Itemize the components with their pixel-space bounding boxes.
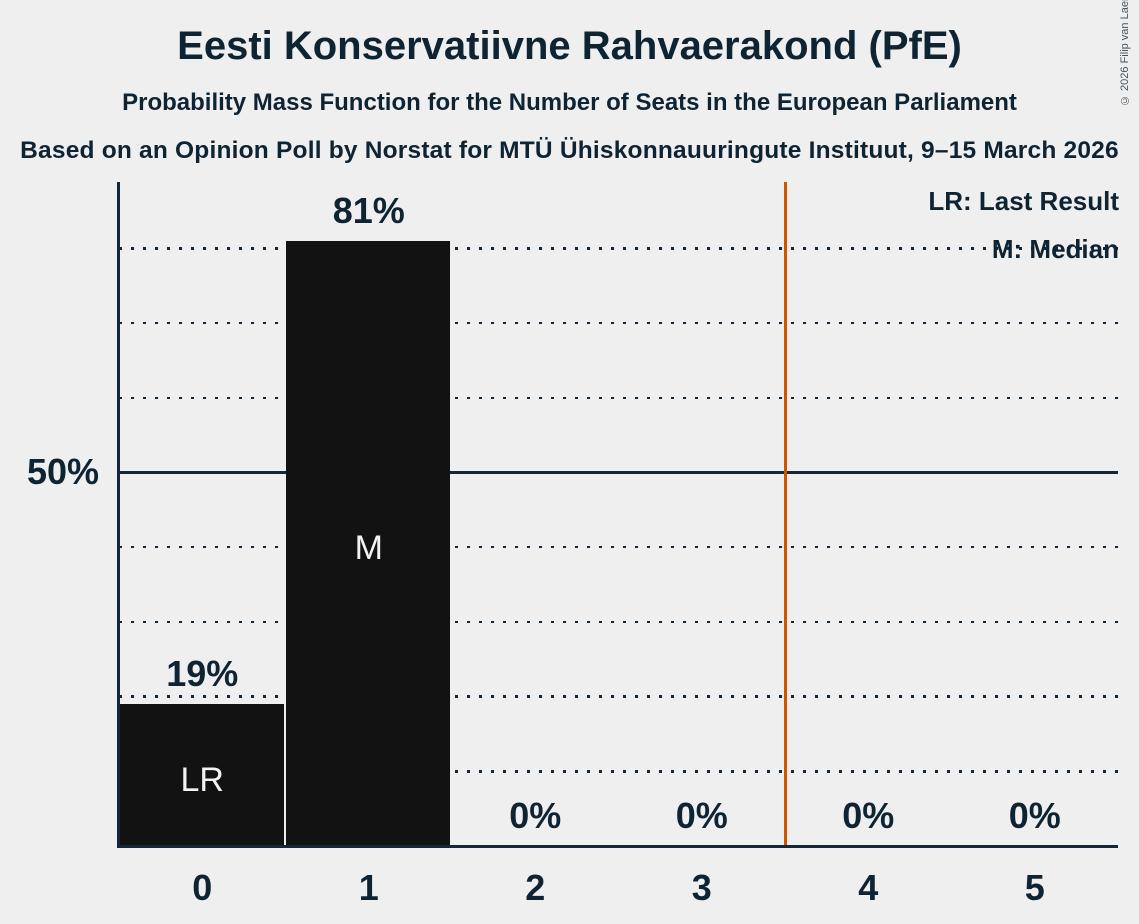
x-axis-tick-label-0: 0 bbox=[192, 867, 213, 908]
gridline-20-percent bbox=[119, 695, 1118, 698]
gridline-80-percent bbox=[119, 247, 1118, 250]
x-axis-tick-label-2: 2 bbox=[525, 867, 546, 908]
gridline-50-percent bbox=[119, 471, 1118, 474]
bar-value-label-seats-4: 0% bbox=[842, 795, 895, 836]
y-axis-line bbox=[117, 182, 120, 846]
legend-last-result: LR: Last Result bbox=[928, 186, 1119, 216]
y-axis-tick-label-50: 50% bbox=[26, 451, 99, 492]
bar-value-label-seats-0: 19% bbox=[166, 653, 239, 695]
majority-threshold-line bbox=[783, 182, 787, 846]
chart-title: Eesti Konservatiivne Rahvaerakond (PfE) bbox=[177, 24, 962, 68]
bar-seats-0 bbox=[119, 704, 284, 846]
copyright-notice: © 2026 Filip van Laenen bbox=[1119, 0, 1131, 106]
bar-seats-1 bbox=[286, 240, 450, 846]
x-axis-line bbox=[117, 845, 1118, 848]
gridline-70-percent bbox=[119, 321, 1118, 325]
x-axis-tick-label-1: 1 bbox=[358, 867, 379, 908]
x-axis-tick-label-4: 4 bbox=[858, 867, 879, 908]
bar-value-label-seats-3: 0% bbox=[675, 795, 728, 836]
bar-value-label-seats-5: 0% bbox=[1008, 795, 1061, 836]
legend-median: M: Median bbox=[991, 234, 1119, 264]
bar-value-label-seats-1: 81% bbox=[332, 189, 405, 231]
gridline-30-percent bbox=[119, 620, 1118, 624]
bar-annotation-m-seats-1: M bbox=[354, 529, 383, 568]
x-axis-tick-label-3: 3 bbox=[691, 867, 712, 908]
gridline-10-percent bbox=[119, 770, 1118, 773]
gridline-40-percent bbox=[119, 545, 1118, 549]
plot-area: 19% LR 81% M 0% 0% 0% 0% bbox=[119, 182, 1118, 846]
chart-subtitle: Probability Mass Function for the Number… bbox=[122, 89, 1017, 116]
x-axis-tick-label-5: 5 bbox=[1024, 867, 1045, 908]
source-attribution: Based on an Opinion Poll by Norstat for … bbox=[20, 137, 1119, 164]
bar-value-label-seats-2: 0% bbox=[509, 795, 562, 836]
gridline-60-percent bbox=[119, 396, 1118, 400]
bar-annotation-lr-seats-0: LR bbox=[180, 761, 224, 800]
